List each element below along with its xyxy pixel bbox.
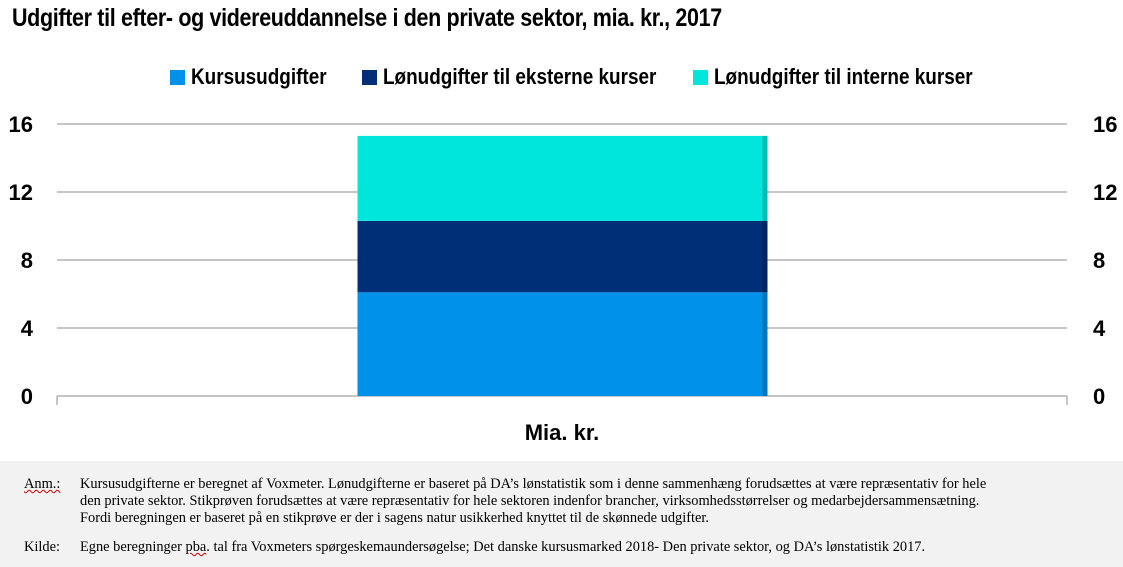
chart-legend: Kursusudgifter Lønudgifter til eksterne … [0, 64, 1123, 92]
note-kilde-text: Egne beregninger pba. tal fra Voxmeters … [80, 539, 1110, 556]
note-anm-line-3: Fordi beregningen er baseret på en stikp… [80, 510, 709, 526]
note-anm-text: Kursusudgifterne er beregnet af Voxmeter… [80, 476, 1110, 527]
bar-segment-edge-2 [762, 220, 768, 293]
y-tick-left-12: 12 [9, 180, 33, 205]
legend-swatch-interne [693, 69, 708, 85]
y-tick-right-4: 4 [1093, 316, 1106, 341]
bar-segment-1 [357, 292, 768, 396]
legend-swatch-kursusudgifter [170, 69, 185, 85]
note-anm-line-2: den private sektor. Stikprøven forudsætt… [80, 493, 980, 509]
x-category-label: Mia. kr. [525, 420, 600, 445]
y-tick-right-16: 16 [1093, 112, 1117, 137]
note-kilde-pba: pba [185, 539, 207, 555]
legend-label-kursusudgifter: Kursusudgifter [191, 64, 327, 89]
y-tick-right-12: 12 [1093, 180, 1117, 205]
note-kilde-post: . tal fra Voxmeters spørgeskemaundersøge… [206, 539, 926, 555]
note-anm-line-1: Kursusudgifterne er beregnet af Voxmeter… [80, 476, 987, 492]
note-kilde-label: Kilde: [24, 539, 60, 555]
y-tick-right-8: 8 [1093, 248, 1105, 273]
y-tick-right-0: 0 [1093, 384, 1105, 409]
legend-item-eksterne: Lønudgifter til eksterne kurser [362, 64, 701, 90]
y-tick-left-4: 4 [21, 316, 34, 341]
legend-label-interne: Lønudgifter til interne kurser [714, 64, 973, 89]
y-tick-left-16: 16 [9, 112, 33, 137]
note-kilde-pre: Egne beregninger [80, 539, 186, 555]
bar-segment-edge-3 [762, 135, 768, 221]
bar-segment-3 [357, 135, 768, 221]
note-anm-label: Anm.: [24, 476, 61, 492]
legend-item-kursusudgifter: Kursusudgifter [170, 64, 349, 90]
y-tick-left-8: 8 [21, 248, 33, 273]
y-tick-left-0: 0 [21, 384, 33, 409]
legend-item-interne: Lønudgifter til interne kurser [693, 64, 1015, 90]
bar-segment-edge-1 [762, 292, 768, 396]
chart-title: Udgifter til efter- og videreuddannelse … [12, 4, 722, 32]
notes-panel: Anm.: Kursusudgifterne er beregnet af Vo… [0, 461, 1123, 567]
legend-label-eksterne: Lønudgifter til eksterne kurser [383, 64, 657, 89]
bar-segment-2 [357, 220, 768, 293]
stacked-bar-chart: 0 4 8 12 16 0 4 8 12 16 Mia. kr. [9, 112, 1118, 445]
legend-swatch-eksterne [362, 69, 377, 85]
